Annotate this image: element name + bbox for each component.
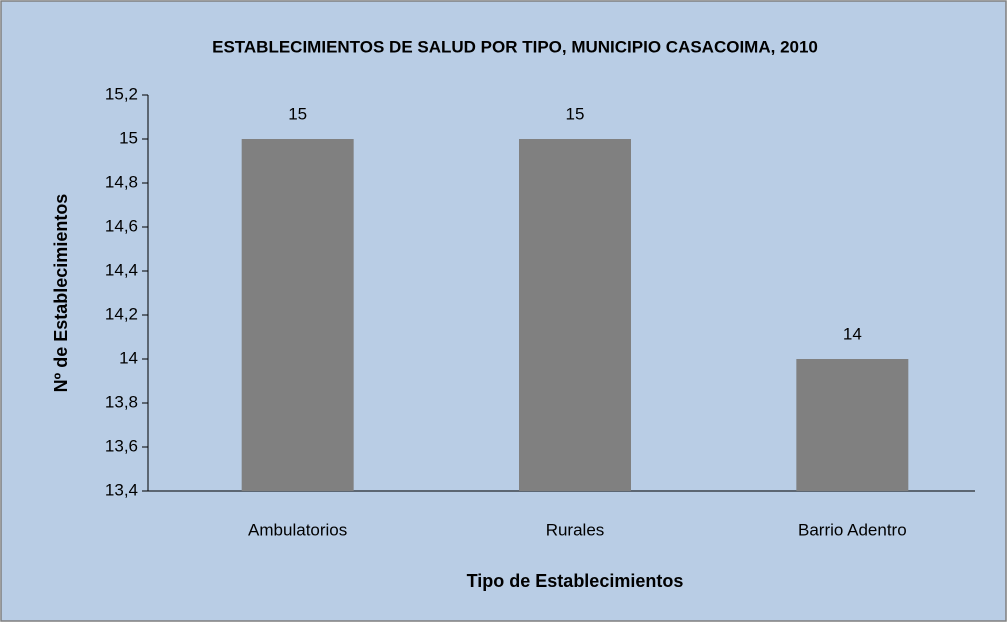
y-tick-label: 14 [119, 348, 138, 367]
y-tick-label: 14,4 [105, 260, 138, 279]
x-axis-title: Tipo de Establecimientos [467, 571, 684, 591]
y-tick-label: 14,6 [105, 216, 138, 235]
y-tick-label: 15 [119, 128, 138, 147]
y-tick-label: 13,8 [105, 392, 138, 411]
data-label: 15 [566, 104, 585, 123]
bar [519, 139, 631, 491]
x-tick-label: Rurales [546, 520, 605, 539]
y-axis-title: Nº de Establecimientos [51, 194, 71, 393]
chart-title: ESTABLECIMIENTOS DE SALUD POR TIPO, MUNI… [212, 37, 818, 56]
bar [796, 359, 909, 491]
y-tick-label: 14,8 [105, 172, 138, 191]
y-tick-label: 13,6 [105, 436, 138, 455]
y-tick-label: 14,2 [105, 304, 138, 323]
bar [241, 139, 354, 491]
x-tick-label: Ambulatorios [248, 520, 347, 539]
data-label: 15 [288, 104, 307, 123]
y-tick-label: 15,2 [105, 84, 138, 103]
y-tick-label: 13,4 [105, 480, 138, 499]
x-tick-label: Barrio Adentro [798, 520, 907, 539]
data-label: 14 [843, 324, 862, 343]
